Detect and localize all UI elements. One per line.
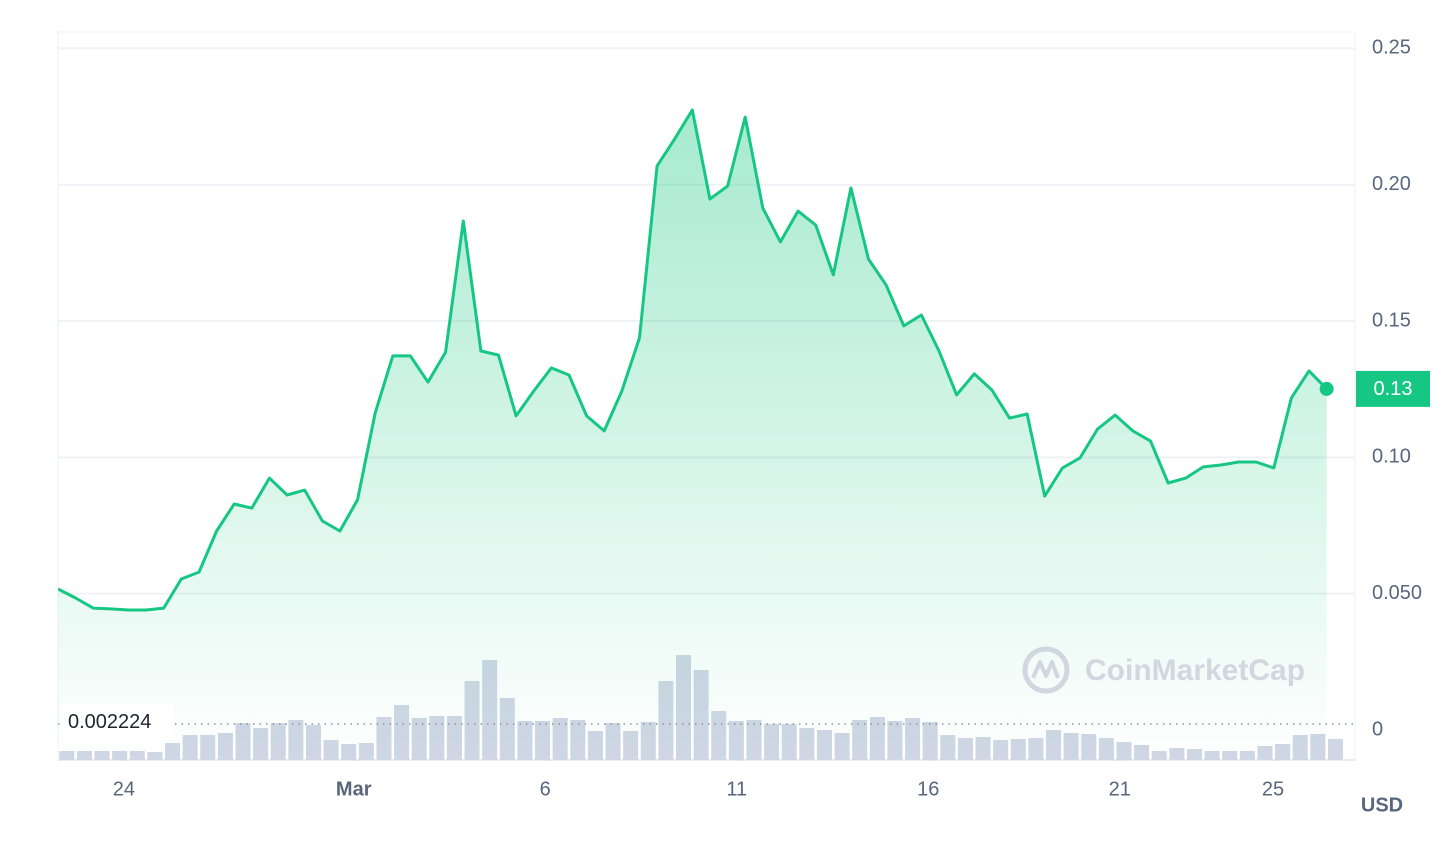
reference-label-bg [60, 704, 174, 739]
x-tick-label: Mar [336, 778, 372, 800]
x-tick-label: 21 [1109, 778, 1131, 800]
price-tag-label: 0.13 [1374, 378, 1413, 400]
y-tick-label: 0.10 [1372, 446, 1411, 468]
watermark-logo [1022, 646, 1070, 694]
watermark: CoinMarketCap [1022, 646, 1305, 694]
x-tick-label: 16 [917, 778, 939, 800]
currency-label: USD [1361, 794, 1403, 816]
price-area [58, 110, 1327, 760]
x-tick-label: 11 [726, 778, 747, 800]
price-series [58, 108, 1328, 760]
y-tick-label: 0.15 [1372, 309, 1411, 331]
watermark-logo-mark [1031, 660, 1060, 679]
watermark-text: CoinMarketCap [1085, 654, 1305, 687]
reference-label: 0.002224 [68, 711, 151, 733]
price-tag [1356, 370, 1430, 407]
y-tick-label: 0.20 [1372, 173, 1411, 195]
price-line [58, 108, 1328, 612]
x-tick-label: 24 [113, 778, 135, 800]
y-tick-label: 0.25 [1372, 37, 1411, 59]
y-tick-label: 0.050 [1372, 582, 1422, 604]
volume-bar [1327, 739, 1343, 760]
x-tick-label: 25 [1262, 778, 1284, 800]
last-price-dot [1319, 381, 1334, 396]
x-tick-label: 6 [540, 778, 551, 800]
axes: 0 0.050 0.10 0.15 0.20 0.25 24 Mar 6 11 16 21 25 [113, 37, 1422, 801]
y-tick-label: 0 [1372, 718, 1383, 740]
